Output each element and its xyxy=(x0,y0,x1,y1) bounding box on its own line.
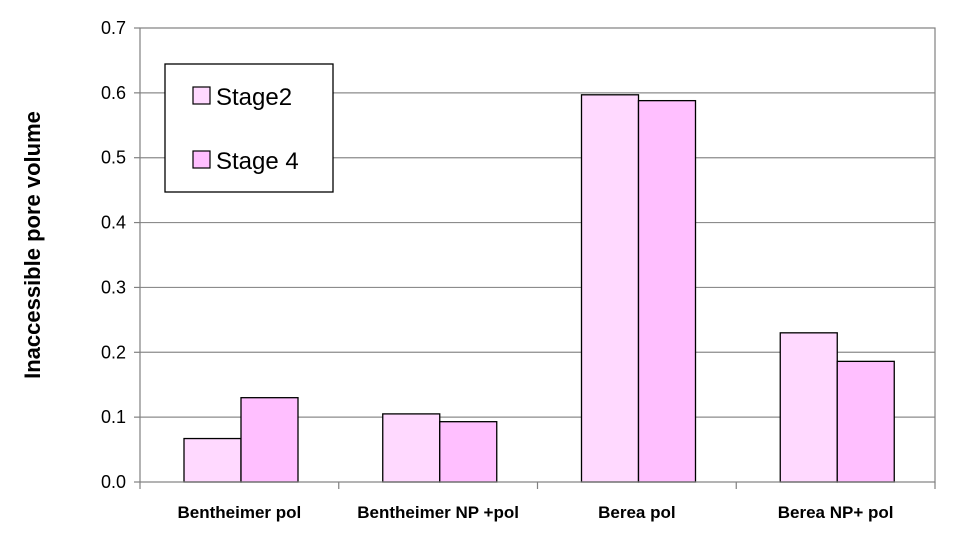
bar-stage2-1 xyxy=(183,437,242,483)
x-category-label: Bentheimer pol xyxy=(178,503,302,522)
x-category-label: Berea pol xyxy=(598,503,675,522)
plot-area-frame xyxy=(139,27,936,483)
y-tick-label: 0.0 xyxy=(101,472,126,492)
legend-label-stage2: Stage2 xyxy=(216,84,292,111)
bar-stage4-3 xyxy=(637,99,697,483)
bar-stage4-2 xyxy=(439,421,498,483)
legend-swatch-stage4 xyxy=(192,150,211,169)
bar-stage2-3 xyxy=(580,94,640,483)
y-tick-label: 0.4 xyxy=(101,213,126,233)
bars xyxy=(183,94,895,483)
y-tick-label: 0.6 xyxy=(101,83,126,103)
axes xyxy=(139,27,936,483)
legend-label-stage4: Stage 4 xyxy=(216,148,299,175)
y-axis-tick-labels: 0.0 0.1 0.2 0.3 0.4 0.5 0.6 0.7 xyxy=(101,18,126,492)
legend: Stage2 Stage 4 xyxy=(164,63,334,193)
bar-stage4-1 xyxy=(240,397,299,483)
y-tick-label: 0.7 xyxy=(101,18,126,38)
bar-stage4-4 xyxy=(836,360,895,483)
y-tick-label: 0.1 xyxy=(101,407,126,427)
x-axis-category-labels: Bentheimer pol Bentheimer NP +pol Berea po… xyxy=(178,503,894,522)
y-tick-label: 0.2 xyxy=(101,342,126,362)
bar-stage2-2 xyxy=(382,413,441,483)
x-category-label: Bentheimer NP +pol xyxy=(357,503,519,522)
legend-box xyxy=(164,63,334,193)
y-tick-label: 0.5 xyxy=(101,148,126,168)
legend-swatch-stage2 xyxy=(192,86,211,105)
x-category-label: Berea NP+ pol xyxy=(778,503,894,522)
y-axis-label: Inaccessible pore volume xyxy=(20,111,45,379)
bar-stage2-4 xyxy=(779,332,838,483)
y-tick-label: 0.3 xyxy=(101,277,126,297)
